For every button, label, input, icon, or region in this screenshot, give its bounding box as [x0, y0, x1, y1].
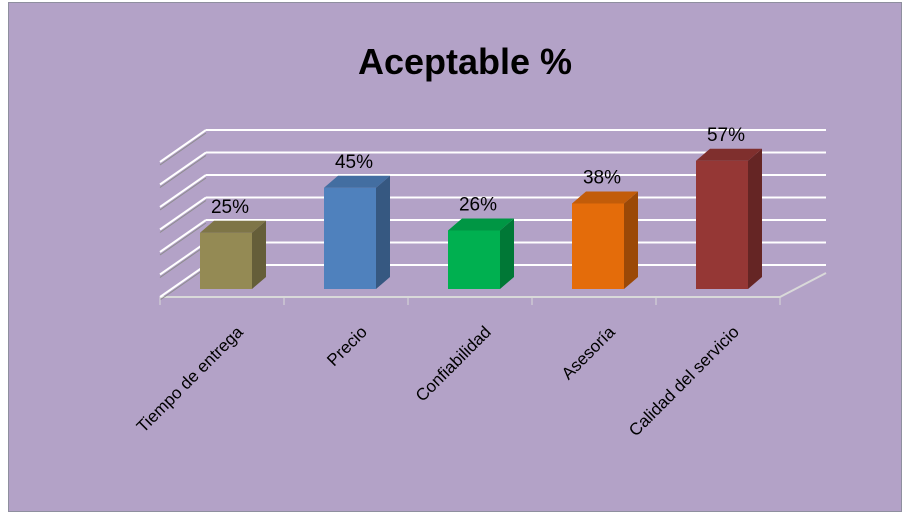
- gridline-side: [159, 151, 207, 186]
- data-label: 25%: [211, 197, 249, 218]
- data-label: 26%: [459, 195, 497, 216]
- bar-top: [324, 175, 390, 188]
- bar-front: [572, 203, 624, 289]
- gridline-side-shadow: [159, 155, 207, 188]
- bar-front: [448, 230, 500, 289]
- gridline-side-shadow: [159, 222, 207, 256]
- category-label: Asesoría: [558, 322, 619, 383]
- chart-title: Aceptable %: [358, 41, 572, 82]
- gridline-side: [159, 174, 207, 208]
- gridline-side-shadow: [159, 267, 207, 301]
- gridline-side-shadow: [159, 245, 207, 278]
- bar-top: [572, 191, 638, 204]
- gridline-side: [159, 241, 207, 276]
- data-label: 38%: [583, 168, 621, 189]
- floor-right-edge: [779, 272, 827, 298]
- category-label: Precio: [323, 322, 371, 370]
- bar-top: [448, 218, 514, 231]
- gridline-side: [159, 196, 207, 231]
- bar-side: [748, 148, 762, 289]
- bar-top: [696, 148, 762, 161]
- gridline-side: [159, 219, 207, 253]
- data-label: 45%: [335, 152, 373, 173]
- bar-side: [252, 220, 266, 289]
- bar-top: [200, 220, 266, 233]
- gridline-side-shadow: [159, 132, 207, 166]
- category-label: Calidad del servicio: [625, 322, 743, 440]
- category-label: Tiempo de entrega: [133, 322, 247, 436]
- gridline-side-shadow: [159, 200, 207, 233]
- data-label: 57%: [707, 125, 745, 146]
- bars: [200, 148, 762, 289]
- bar-front: [696, 160, 748, 289]
- category-label: Confiabilidad: [412, 322, 495, 405]
- gridline-side: [159, 129, 207, 163]
- bar-front: [324, 187, 376, 289]
- bar-side: [500, 218, 514, 289]
- gridline-side-shadow: [159, 177, 207, 211]
- bar-side: [624, 191, 638, 289]
- bar-side: [376, 175, 390, 289]
- bar-front: [200, 232, 252, 289]
- gridline-side: [159, 264, 207, 298]
